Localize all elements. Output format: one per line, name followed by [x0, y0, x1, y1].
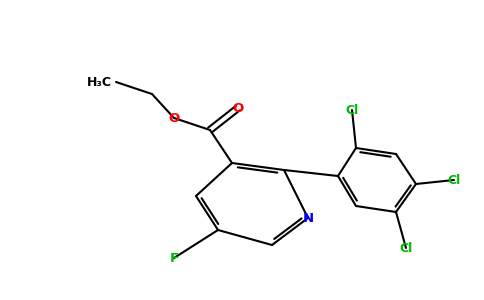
Text: O: O — [232, 101, 243, 115]
Text: Cl: Cl — [399, 242, 413, 254]
Text: N: N — [302, 212, 314, 224]
Text: Cl: Cl — [447, 173, 461, 187]
Text: Cl: Cl — [346, 103, 359, 116]
Text: F: F — [169, 251, 179, 265]
Text: O: O — [168, 112, 180, 124]
Text: H₃C: H₃C — [87, 76, 112, 88]
